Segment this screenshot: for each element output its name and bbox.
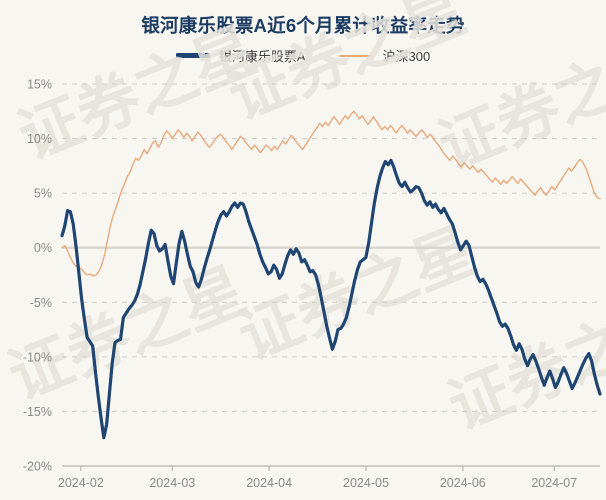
data-series (60, 110, 602, 440)
x-axis: 2024-02 2024-03 2024-04 2024-05 2024-06 2024-… (58, 465, 600, 490)
y-axis-tick-label: 0% (34, 241, 52, 255)
watermark-text: 证券之星 (438, 283, 606, 444)
legend-entry-fund[interactable]: 银河康乐股票A (175, 46, 306, 65)
series-line (60, 158, 602, 440)
y-axis-tick-label: -20% (23, 460, 52, 474)
y-axis-tick-label: 15% (27, 78, 52, 92)
legend-line-swatch-fund (175, 53, 210, 58)
gridlines (62, 83, 600, 467)
x-axis-tick-label: 2024-05 (343, 476, 389, 490)
y-axis-tick-label: -5% (30, 296, 52, 310)
watermark-group: 证券之星 证券之星 证券之星 证券之星 证券之星 证券之星 (0, 0, 606, 444)
y-axis-tick-label: -15% (23, 405, 52, 419)
watermark-text: 证券之星 (0, 253, 256, 414)
legend-line-swatch-benchmark (339, 54, 374, 57)
y-axis-labels: 15% 10% 5% 0% -5% -10% -15% -20% (23, 78, 52, 474)
legend-label-fund: 银河康乐股票A (218, 49, 306, 64)
legend-entry-benchmark[interactable]: 沪深300 (339, 46, 430, 65)
x-axis-tick-label: 2024-04 (246, 476, 292, 490)
x-axis-tick-label: 2024-03 (149, 476, 195, 490)
x-axis-tick-label: 2024-02 (58, 476, 104, 490)
y-axis-tick-label: 5% (34, 187, 52, 201)
watermark-text: 证券之星 (8, 13, 265, 174)
series-line (61, 110, 601, 277)
y-axis-tick-label: -10% (23, 350, 52, 364)
legend-label-benchmark: 沪深300 (382, 49, 431, 64)
chart-legend: 银河康乐股票A 沪深300 (0, 46, 606, 65)
x-axis-tick-label: 2024-06 (440, 476, 486, 490)
y-axis-tick-label: 10% (27, 132, 52, 146)
watermark-text: 证券之星 (228, 213, 485, 374)
chart-title: 银河康乐股票A近6个月累计收益率走势 (141, 15, 465, 36)
x-axis-tick-label: 2024-07 (531, 476, 577, 490)
